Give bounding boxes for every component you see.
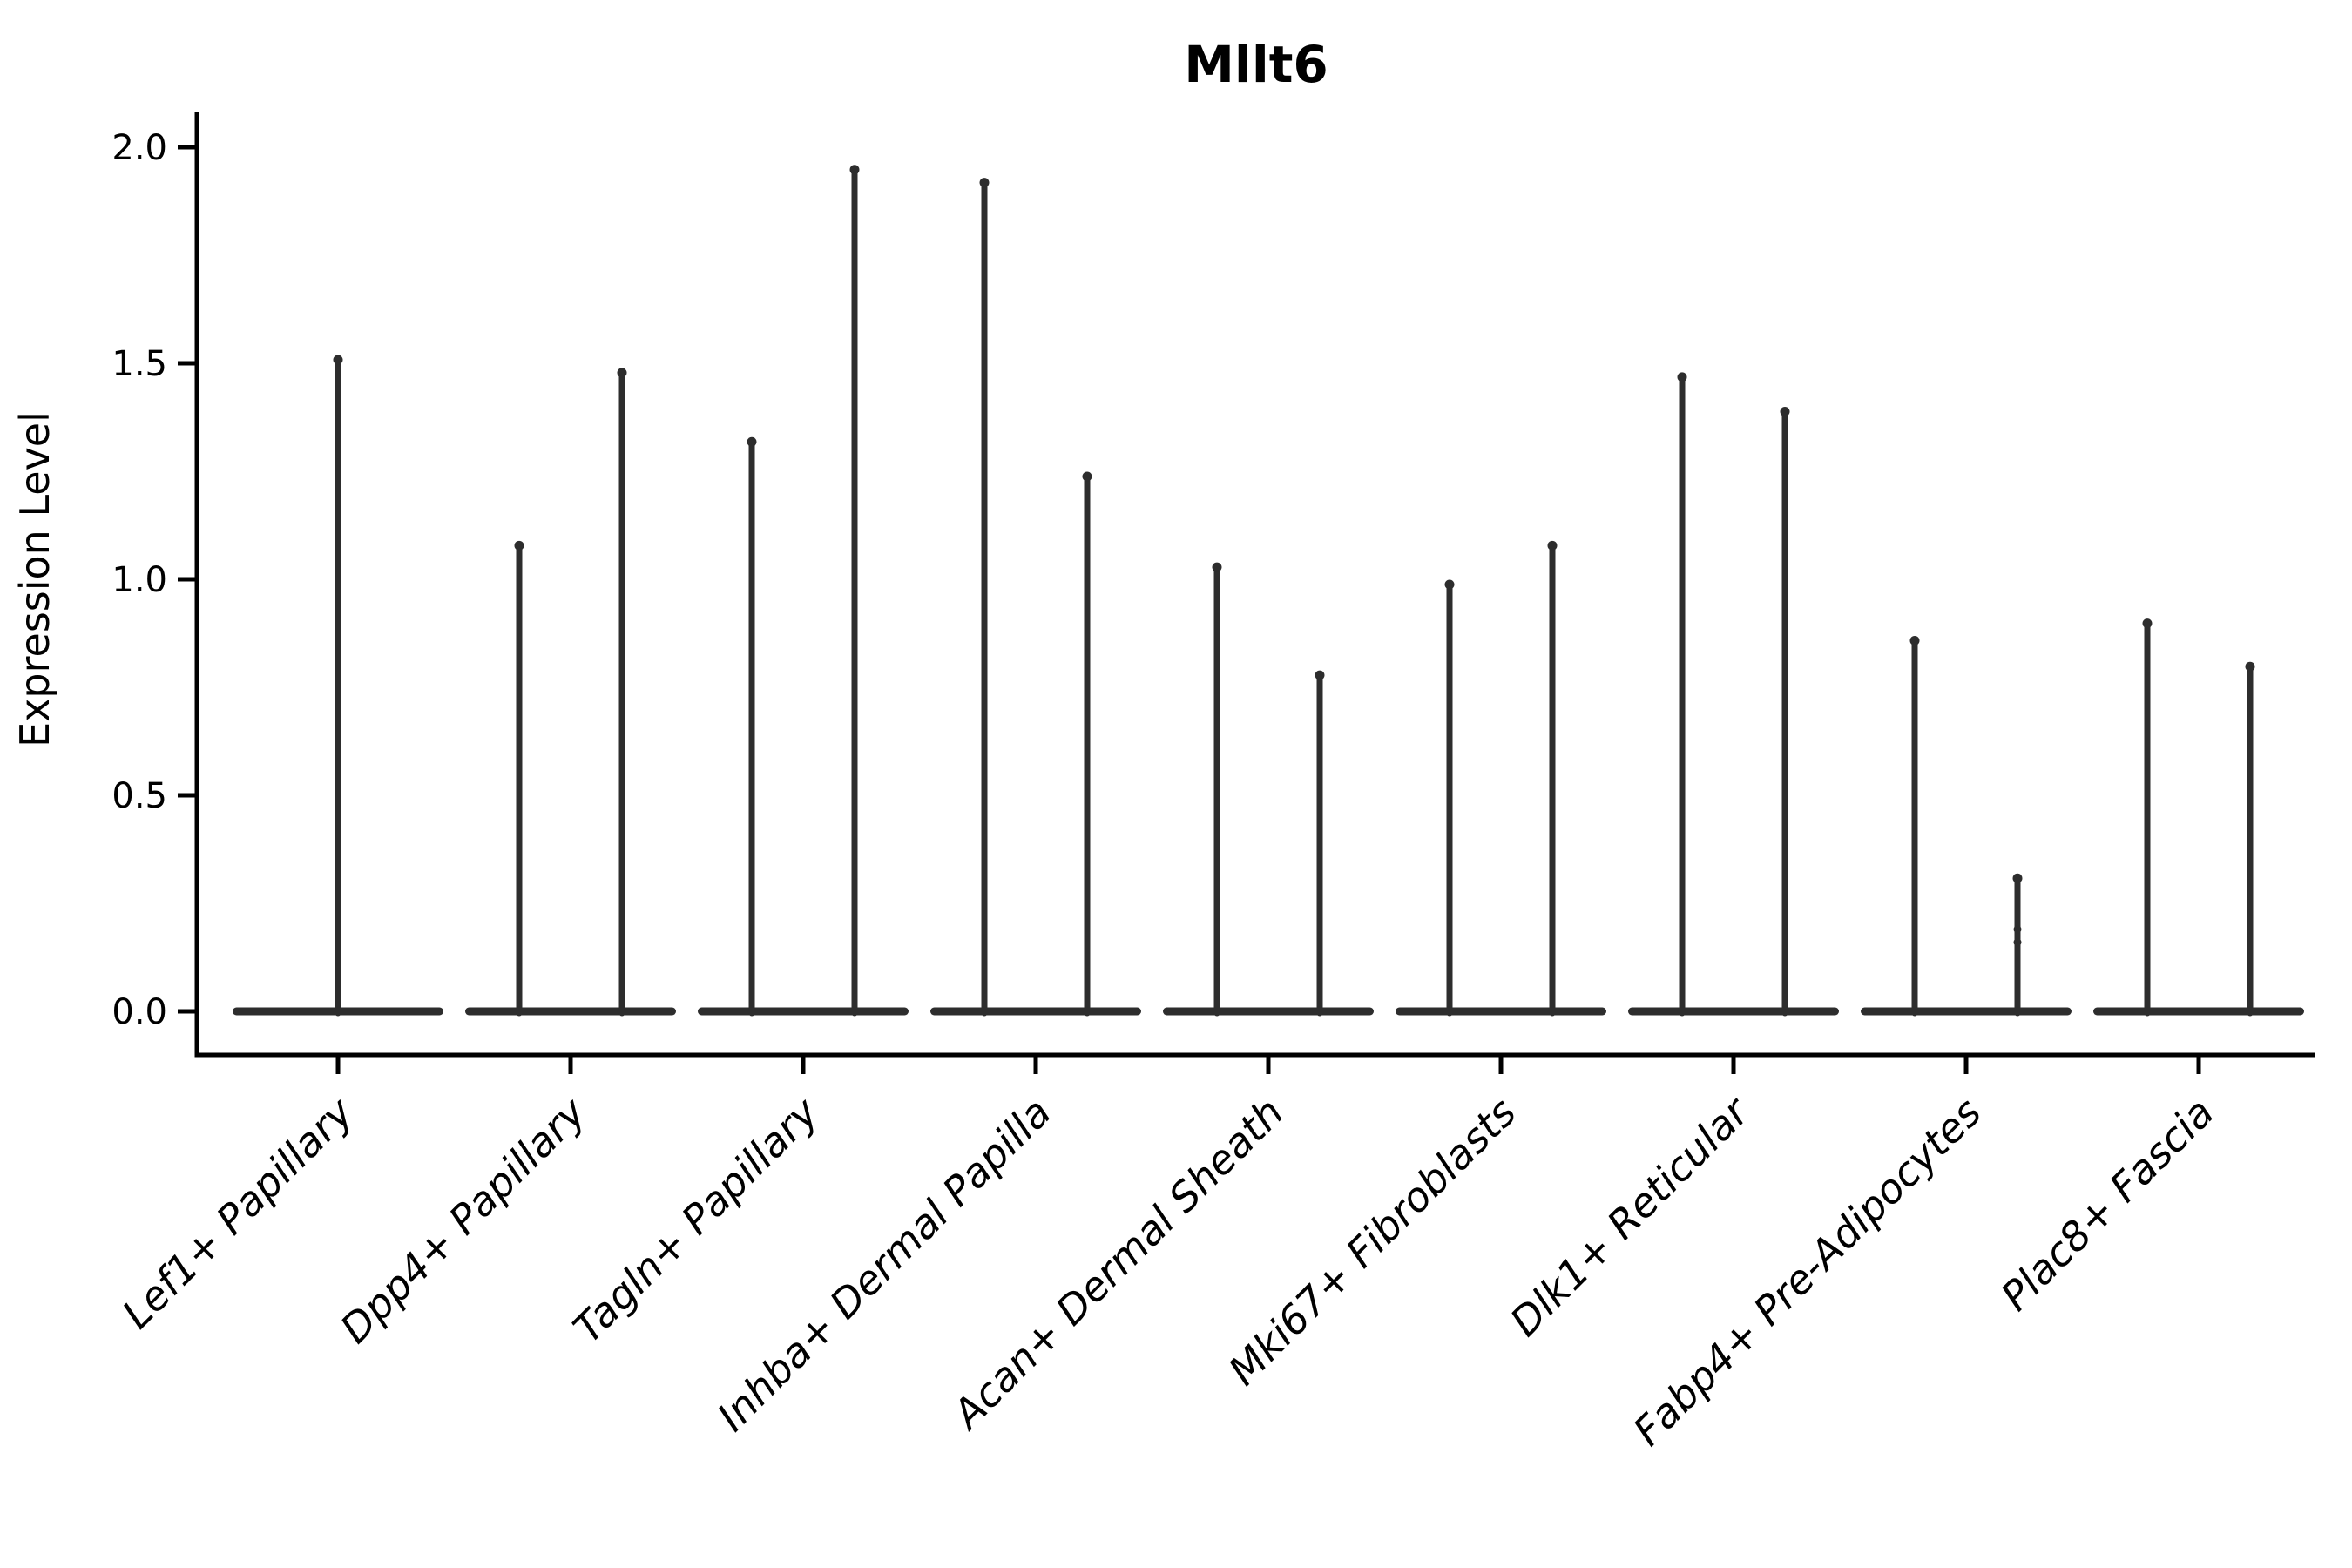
violin-spike-tip <box>333 355 343 365</box>
violin-base <box>930 1007 1141 1016</box>
violin-spike-tip <box>2012 873 2023 883</box>
violin-spike-tip <box>1909 635 1920 645</box>
y-tick-label: 2.0 <box>112 128 167 168</box>
violin-spike-tip <box>514 540 524 551</box>
violin-spike-tip <box>1444 579 1455 590</box>
violin-spike-tip <box>1082 471 1092 482</box>
violin-base <box>1861 1007 2072 1016</box>
y-tick-label: 0.0 <box>112 992 167 1032</box>
violin-spike-tip <box>2245 661 2255 672</box>
violin-point <box>2013 938 2022 947</box>
y-tick-label: 0.5 <box>112 776 167 816</box>
x-tick-label: Plac8+ Fascia <box>1991 1089 2222 1320</box>
violin-base <box>1628 1007 1839 1016</box>
x-tick-label: Lef1+ Papillary <box>113 1088 362 1337</box>
y-axis-label: Expression Level <box>11 411 58 747</box>
violin-spike-tip <box>1212 562 1222 572</box>
violin-base <box>1396 1007 1606 1016</box>
x-tick-label: Tagln+ Papillary <box>564 1088 828 1352</box>
chart-title: Mllt6 <box>1184 35 1328 94</box>
violin-spike-tip <box>979 178 990 188</box>
violin-spike-tip <box>747 436 757 447</box>
violin-spike-tip <box>1547 540 1558 551</box>
violin-spike-tip <box>1677 372 1687 382</box>
violin-point <box>2013 925 2022 934</box>
violin-base <box>698 1007 909 1016</box>
violin-spike-tip <box>1315 670 1325 680</box>
violin-spike-tip <box>2142 618 2153 629</box>
violin-spike-tip <box>1780 407 1790 417</box>
y-tick-label: 1.0 <box>112 560 167 600</box>
violin-spike-tip <box>617 368 627 378</box>
violin-spike-tip <box>849 165 860 175</box>
y-tick-label: 1.5 <box>112 344 167 384</box>
x-tick-label: Dlk1+ Reticular <box>1501 1086 1760 1345</box>
violin-base <box>2093 1007 2304 1016</box>
violin-base <box>465 1007 676 1016</box>
x-tick-label: Dpp4+ Papillary <box>331 1088 595 1352</box>
violin-base <box>1163 1007 1374 1016</box>
